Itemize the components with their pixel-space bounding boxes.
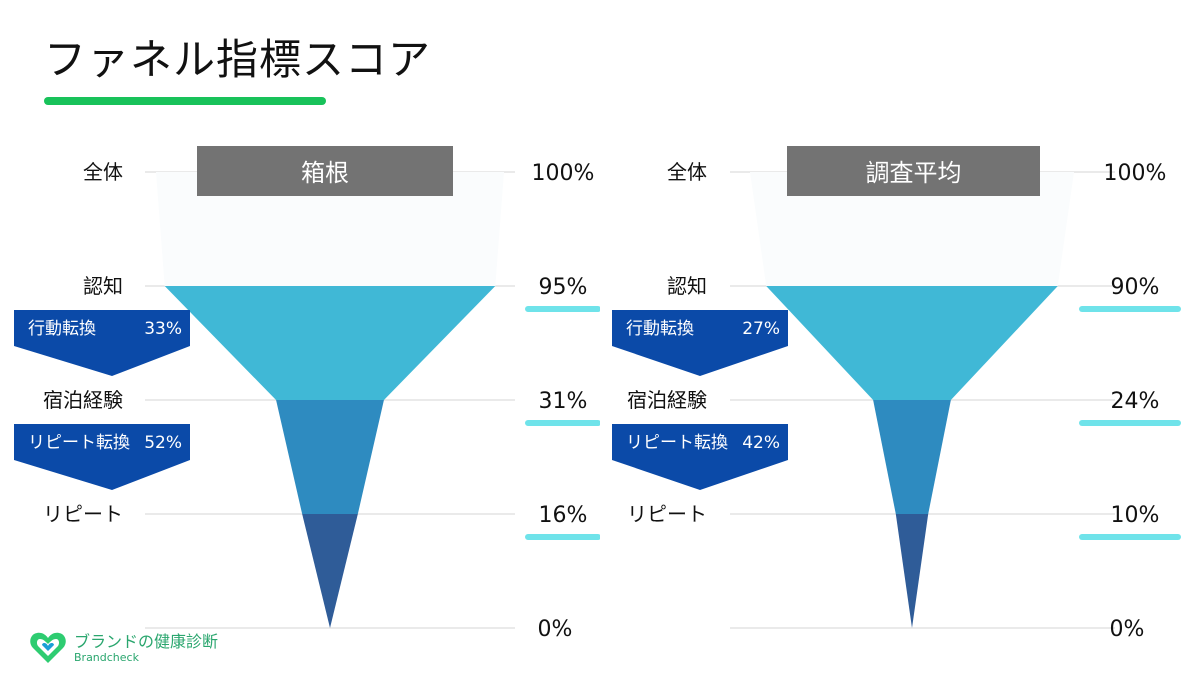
stage-label: 全体 bbox=[667, 160, 707, 184]
stage-label: 認知 bbox=[83, 274, 123, 298]
brand-logo: ブランドの健康診断 Brandcheck bbox=[28, 630, 218, 666]
funnel-band bbox=[766, 286, 1058, 400]
stage-label: リピート bbox=[627, 502, 707, 526]
conversion-arrow bbox=[14, 424, 190, 490]
funnel-band bbox=[302, 514, 358, 628]
conversion-label: 行動転換 bbox=[626, 319, 694, 339]
funnel-band bbox=[873, 400, 951, 514]
stage-label: リピート bbox=[43, 502, 123, 526]
value-label: 100% bbox=[532, 161, 595, 186]
axis-zero-label: 0% bbox=[1110, 617, 1145, 642]
value-label: 10% bbox=[1111, 503, 1160, 528]
conversion-arrow bbox=[612, 310, 788, 376]
funnel-band bbox=[164, 286, 496, 400]
heart-logo-icon bbox=[30, 632, 66, 663]
funnel-band bbox=[895, 514, 929, 628]
chart-title-banner bbox=[787, 146, 1040, 196]
conversion-value: 42% bbox=[742, 433, 780, 453]
chart-title: 箱根 bbox=[301, 159, 349, 187]
logo-name: ブランドの健康診断 bbox=[74, 631, 219, 651]
conversion-label: リピート転換 bbox=[28, 433, 130, 453]
axis-zero-label: 0% bbox=[538, 617, 573, 642]
conversion-value: 27% bbox=[742, 319, 780, 339]
value-label: 31% bbox=[539, 389, 588, 414]
page-title: ファネル指標スコア bbox=[44, 35, 432, 84]
conversion-label: 行動転換 bbox=[28, 319, 96, 339]
title-underline bbox=[44, 97, 326, 105]
conversion-value: 33% bbox=[144, 319, 182, 339]
value-label: 100% bbox=[1104, 161, 1167, 186]
conversion-label: リピート転換 bbox=[626, 433, 728, 453]
value-label: 16% bbox=[539, 503, 588, 528]
stage-label: 宿泊経験 bbox=[43, 388, 123, 412]
chart-title-banner bbox=[197, 146, 453, 196]
funnel-band bbox=[276, 400, 384, 514]
conversion-arrow bbox=[612, 424, 788, 490]
funnel-band bbox=[156, 172, 504, 286]
chart-title: 調査平均 bbox=[866, 159, 962, 187]
funnel-band bbox=[750, 172, 1074, 286]
value-label: 95% bbox=[539, 275, 588, 300]
logo-subtitle: Brandcheck bbox=[74, 650, 139, 664]
conversion-value: 52% bbox=[144, 433, 182, 453]
stage-label: 認知 bbox=[667, 274, 707, 298]
value-label: 90% bbox=[1111, 275, 1160, 300]
stage-label: 宿泊経験 bbox=[627, 388, 707, 412]
conversion-arrow bbox=[14, 310, 190, 376]
value-label: 24% bbox=[1111, 389, 1160, 414]
stage-label: 全体 bbox=[83, 160, 123, 184]
